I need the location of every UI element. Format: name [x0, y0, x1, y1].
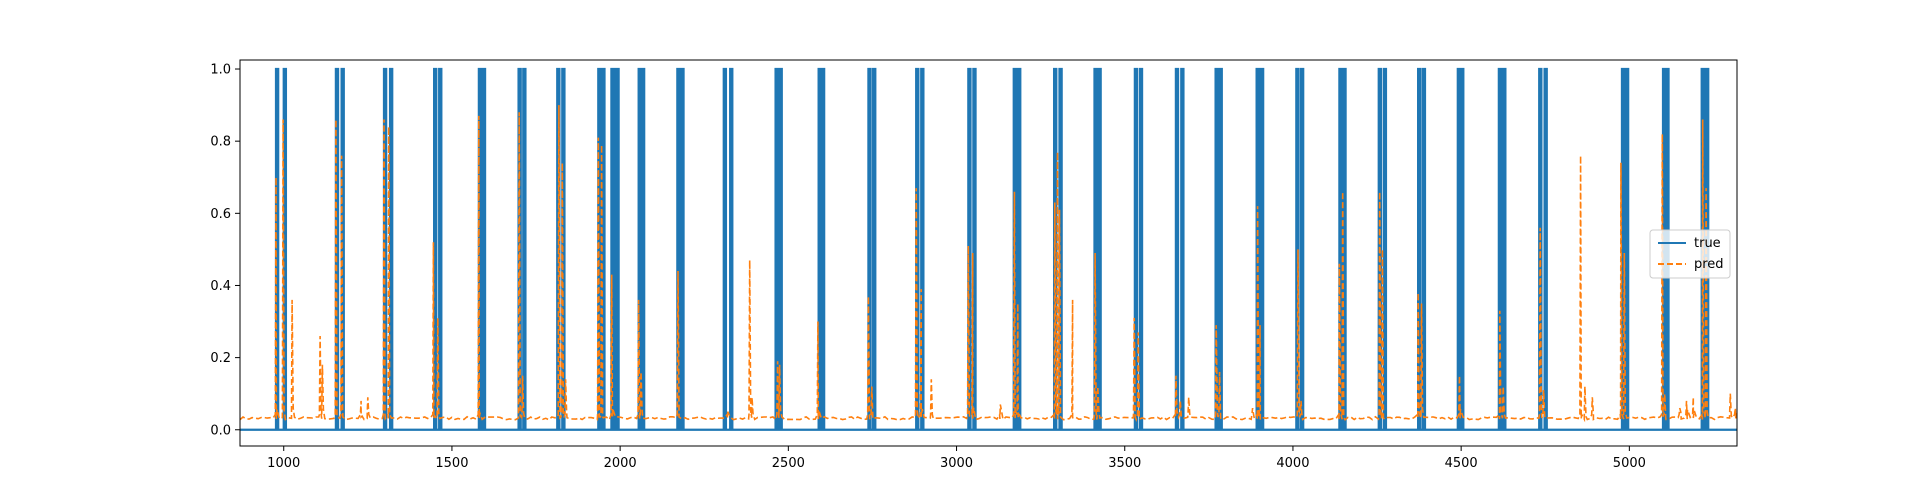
- x-tick-label: 1500: [435, 456, 468, 471]
- x-tick-label: 4500: [1445, 456, 1478, 471]
- legend-true-label: true: [1694, 236, 1721, 251]
- plot-area: [240, 67, 1737, 431]
- series-pred: [240, 105, 1737, 423]
- x-tick-label: 3500: [1108, 456, 1141, 471]
- y-tick-label: 0.0: [210, 423, 231, 438]
- x-tick-label: 4000: [1276, 456, 1309, 471]
- series-true: [240, 67, 1737, 431]
- legend: true pred: [1649, 229, 1731, 279]
- pred-line: [240, 105, 1737, 423]
- y-tick-label: 0.2: [210, 351, 231, 366]
- x-tick-label: 5000: [1613, 456, 1646, 471]
- y-tick-label: 1.0: [210, 63, 231, 78]
- x-tick-label: 3000: [940, 456, 973, 471]
- y-tick-label: 0.4: [210, 279, 231, 294]
- x-axis: 1000 1500 2000 2500 3000 3500 4000 4500 5000: [267, 446, 1646, 471]
- x-tick-label: 2000: [604, 456, 637, 471]
- x-tick-label: 1000: [267, 456, 300, 471]
- x-tick-label: 2500: [772, 456, 805, 471]
- axes-frame: [239, 59, 1738, 447]
- y-tick-label: 0.6: [210, 207, 231, 222]
- y-axis: 0.0 0.2 0.4 0.6 0.8 1.0: [210, 63, 240, 438]
- y-tick-label: 0.8: [210, 135, 231, 150]
- true-line: [240, 67, 1737, 431]
- legend-pred-label: pred: [1694, 257, 1724, 272]
